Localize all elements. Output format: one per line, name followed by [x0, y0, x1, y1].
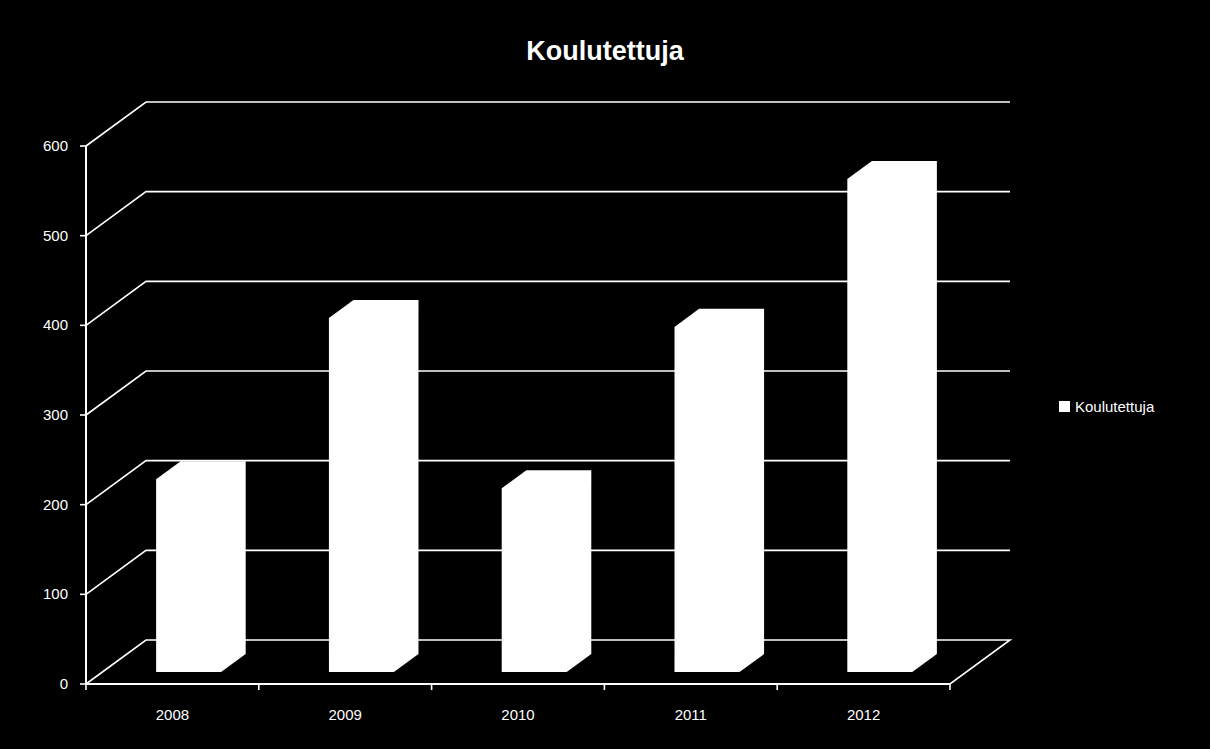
bar — [502, 470, 592, 672]
x-tick — [85, 684, 87, 690]
x-tick-label: 2009 — [329, 706, 362, 723]
x-tick-label: 2010 — [501, 706, 534, 723]
x-tick — [258, 684, 260, 690]
x-tick — [604, 684, 606, 690]
y-tick-label: 0 — [60, 675, 68, 692]
x-tick-label: 2011 — [675, 706, 707, 723]
x-tick-label: 2012 — [847, 706, 880, 723]
y-tick-label: 200 — [43, 496, 68, 513]
y-tick-label: 600 — [43, 137, 68, 154]
y-tick-label: 400 — [43, 316, 68, 333]
x-tick-label: 2008 — [156, 706, 189, 723]
x-tick — [776, 684, 778, 690]
bar — [847, 161, 937, 672]
y-axis — [85, 146, 87, 684]
bar — [156, 461, 246, 672]
y-tick-label: 300 — [43, 406, 68, 423]
y-tick-label: 500 — [43, 227, 68, 244]
grid-line — [86, 102, 1010, 146]
y-tick-label: 100 — [43, 585, 68, 602]
legend-label: Koulutettuja — [1075, 398, 1155, 415]
title: Koulutettuja — [526, 36, 684, 66]
x-tick — [431, 684, 433, 690]
bar — [329, 300, 419, 672]
x-axis — [86, 683, 950, 685]
bars — [156, 161, 937, 672]
bar — [675, 309, 765, 672]
x-tick — [949, 684, 951, 690]
legend-swatch — [1059, 401, 1070, 412]
chart: Koulutettuja 0 100 200 300 400 500 600 2008 2009 2… — [0, 0, 1210, 749]
